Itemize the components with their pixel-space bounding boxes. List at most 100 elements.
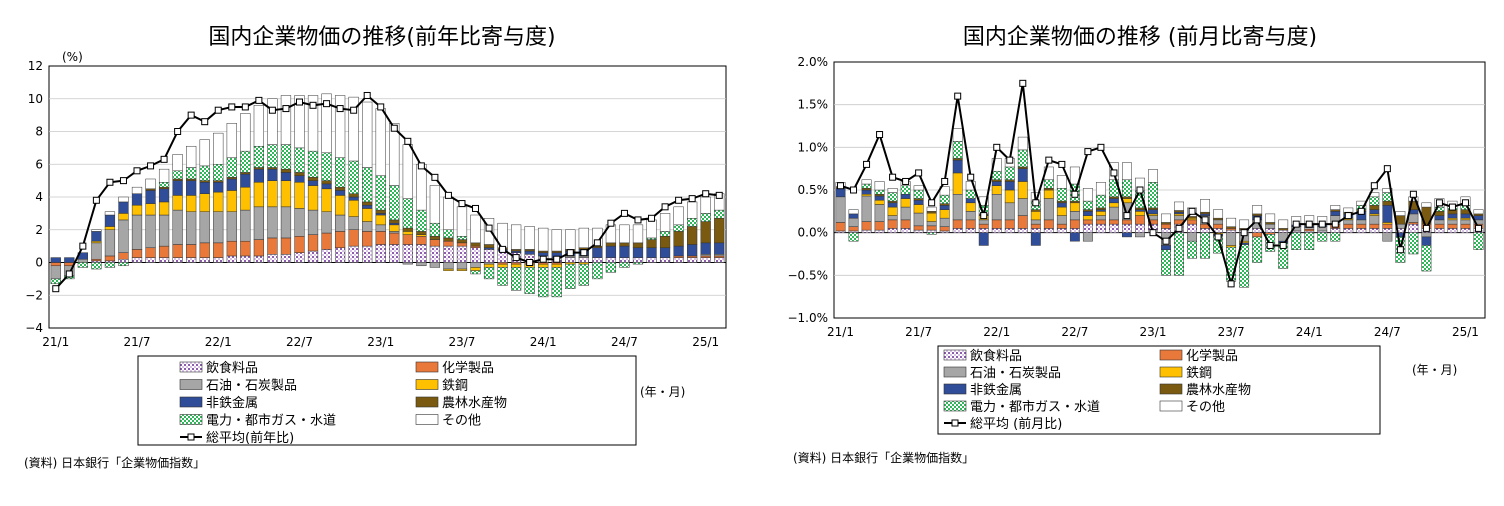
bar-segment bbox=[861, 188, 872, 191]
x-tick-label: 23/7 bbox=[1218, 325, 1245, 339]
bar-segment bbox=[991, 181, 1002, 186]
bar-segment bbox=[1122, 223, 1132, 233]
y-tick-label: 12 bbox=[28, 59, 43, 73]
bar-segment bbox=[1082, 188, 1093, 202]
y-tick-label: 0.0% bbox=[798, 226, 829, 240]
line-point bbox=[1136, 186, 1144, 194]
line-point bbox=[967, 173, 975, 181]
bar-segment bbox=[1382, 228, 1393, 233]
bar-segment bbox=[456, 268, 468, 271]
bar-segment bbox=[887, 192, 898, 202]
bar-segment bbox=[456, 242, 468, 247]
bar-segment bbox=[1095, 219, 1106, 225]
bar-segment bbox=[965, 198, 976, 204]
bar-segment bbox=[991, 170, 1002, 181]
bar-segment bbox=[1004, 219, 1015, 229]
bar-segment bbox=[321, 152, 332, 181]
bar-segment bbox=[551, 263, 562, 268]
bar-segment bbox=[1082, 223, 1093, 233]
bar-segment bbox=[1421, 202, 1432, 208]
bar-segment bbox=[874, 229, 885, 233]
bar-segment bbox=[952, 172, 963, 195]
bar-segment bbox=[240, 150, 251, 173]
bar-segment bbox=[659, 236, 671, 249]
bar-segment bbox=[1382, 232, 1393, 242]
bar-segment bbox=[226, 211, 237, 242]
x-tick-label: 24/7 bbox=[611, 335, 638, 349]
bar-segment bbox=[1408, 213, 1419, 223]
legend-label: その他 bbox=[442, 414, 481, 429]
bar-segment bbox=[673, 257, 684, 263]
bar-segment bbox=[240, 255, 251, 263]
bar-segment bbox=[714, 257, 725, 263]
bar-segment bbox=[483, 267, 495, 280]
bar-segment bbox=[952, 158, 963, 161]
bar-segment bbox=[1017, 168, 1028, 182]
bar-segment bbox=[1265, 232, 1276, 235]
bar-segment bbox=[91, 229, 102, 232]
bar-segment bbox=[1135, 215, 1145, 225]
bar-segment bbox=[939, 230, 950, 233]
bar-segment bbox=[913, 199, 924, 205]
line-point bbox=[444, 191, 452, 199]
bar-segment bbox=[307, 95, 319, 152]
bar-segment bbox=[592, 247, 603, 258]
line-point bbox=[593, 239, 601, 247]
bar-segment bbox=[1017, 166, 1028, 169]
bar-segment bbox=[861, 221, 872, 231]
line-point bbox=[1071, 190, 1079, 198]
bar-segment bbox=[939, 203, 950, 206]
bar-segment bbox=[362, 204, 373, 209]
bar-segment bbox=[267, 98, 278, 145]
bar-segment bbox=[1174, 211, 1184, 215]
left-chart: 国内企業物価の推移(前年比寄与度) (%) 12 10 8 6 4 2 0 −2 −4 21/1… bbox=[24, 25, 727, 470]
x-tick-label: 24/1 bbox=[1296, 325, 1323, 339]
line-point bbox=[187, 111, 195, 119]
bar-segment bbox=[619, 245, 630, 258]
bar-segment bbox=[307, 180, 319, 186]
bar-segment bbox=[226, 157, 237, 178]
line-point bbox=[1422, 224, 1430, 232]
bar-segment bbox=[375, 175, 386, 211]
bar-segment bbox=[226, 123, 237, 158]
bar-segment bbox=[700, 213, 711, 222]
bar-segment bbox=[1135, 223, 1145, 233]
bar-segment bbox=[673, 224, 684, 232]
bar-segment bbox=[538, 263, 549, 268]
line-point bbox=[661, 203, 669, 211]
line-point bbox=[1370, 182, 1378, 190]
line-point bbox=[902, 177, 910, 185]
legend-swatch bbox=[415, 414, 439, 425]
bar-segment bbox=[375, 244, 386, 263]
bar-segment bbox=[104, 211, 116, 216]
bar-segment bbox=[131, 214, 143, 250]
bar-segment bbox=[874, 195, 885, 201]
bar-segment bbox=[1161, 222, 1171, 225]
bar-segment bbox=[913, 185, 924, 191]
bar-segment bbox=[334, 247, 346, 263]
bar-segment bbox=[443, 262, 454, 270]
line-point bbox=[241, 103, 249, 111]
bar-segment bbox=[687, 257, 698, 263]
legend-label: 電力・都市ガス・水道 bbox=[970, 399, 1100, 415]
bar-segment bbox=[1017, 149, 1028, 168]
bar-segment bbox=[538, 227, 549, 252]
bar-segment bbox=[646, 247, 657, 258]
bar-segment bbox=[158, 188, 170, 203]
bar-segment bbox=[240, 173, 251, 188]
line-point bbox=[1097, 143, 1105, 151]
right-legend-box bbox=[937, 345, 1381, 435]
bar-segment bbox=[253, 206, 264, 240]
bar-segment bbox=[294, 172, 305, 176]
bar-segment bbox=[307, 250, 319, 263]
line-point bbox=[1019, 79, 1027, 87]
line-point bbox=[620, 209, 628, 217]
bar-segment bbox=[240, 186, 251, 211]
bar-segment bbox=[913, 204, 924, 214]
bar-segment bbox=[1434, 223, 1445, 229]
bar-segment bbox=[1213, 223, 1224, 229]
bar-segment bbox=[443, 268, 454, 271]
bar-segment bbox=[1030, 209, 1041, 212]
legend-label: その他 bbox=[1186, 400, 1225, 415]
bar-segment bbox=[926, 225, 937, 231]
